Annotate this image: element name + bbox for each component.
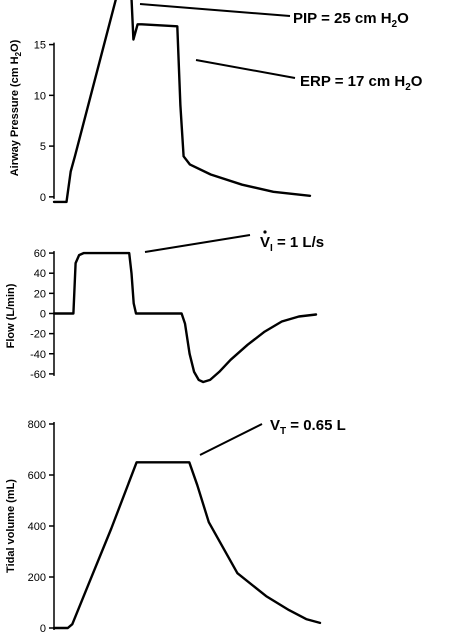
annotation-label: VT = 0.65 L (270, 417, 346, 437)
annotation-leader-line (199, 423, 263, 456)
y-tick-label: -60 (30, 369, 46, 381)
annotation-label: ERP = 17 cm H2O (300, 73, 423, 93)
y-tick-label: 15 (34, 40, 46, 52)
panel-pressure: 0 5 10 15 Airway Pressure (cm H2O) PIP = 25 c… (9, 0, 423, 204)
y-tick-label: -20 (30, 329, 46, 341)
y-tick-label: 5 (40, 141, 46, 153)
y-axis-label: Flow (L/min) (5, 283, 17, 348)
panel-tidal-volume: 0 200 400 600 800 Tidal volume (mL) VT = 0.65 … (5, 417, 346, 634)
series-line-pressure (52, 0, 312, 204)
annotation-leader-line (195, 59, 296, 79)
series-line-tidal-volume (52, 461, 322, 630)
y-tick-label: 200 (28, 572, 46, 584)
y-tick-label: 0 (40, 192, 46, 204)
annotation-leader-line (139, 3, 291, 17)
y-tick-label: 60 (34, 248, 46, 260)
annotation-label: VI = 1 L/s (260, 234, 324, 254)
y-tick-label: 10 (34, 90, 46, 102)
annotation-label: PIP = 25 cm H2O (293, 10, 409, 30)
annotation-leader-line (144, 234, 251, 253)
series-line-flow (52, 251, 318, 384)
y-tick-label: -40 (30, 349, 46, 361)
y-tick-label: 0 (40, 623, 46, 634)
y-tick-label: 800 (28, 419, 46, 431)
y-axis-label: Tidal volume (mL) (5, 479, 17, 573)
y-tick-label: 20 (34, 288, 46, 300)
y-tick-label: 400 (28, 521, 46, 533)
panel-flow: 60 40 20 0 -20 -40 -60 Flow (L/min) VI = 1 L/s (5, 230, 324, 384)
flow-dot-icon (263, 230, 267, 234)
y-tick-label: 0 (40, 308, 46, 320)
y-tick-label: 600 (28, 470, 46, 482)
y-axis-label: Airway Pressure (cm H2O) (9, 39, 23, 176)
y-tick-label: 40 (34, 268, 46, 280)
